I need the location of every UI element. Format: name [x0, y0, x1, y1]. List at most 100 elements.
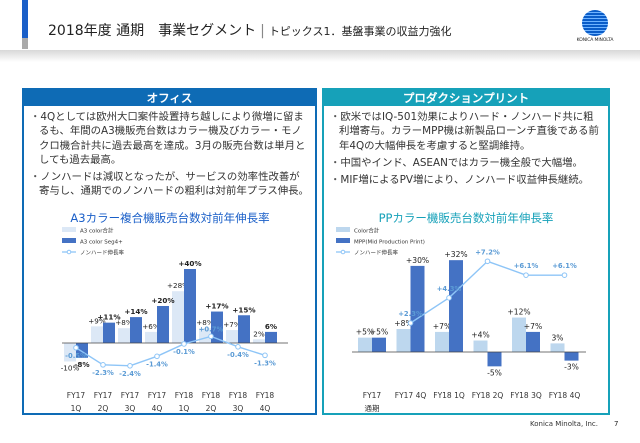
bar [564, 352, 579, 361]
line-point [100, 362, 106, 368]
bar [435, 331, 449, 352]
category-label-line2: 3Q [125, 404, 136, 413]
category-label-line2: 2Q [206, 404, 217, 413]
data-label: +30% [406, 256, 429, 265]
category-label: FY17 [94, 391, 113, 400]
category-label-line2: 4Q [260, 404, 271, 413]
line-series [75, 335, 266, 367]
category-label: FY18 4Q [549, 391, 581, 400]
line-point [208, 333, 214, 340]
data-label: +20% [151, 296, 174, 305]
bar [172, 291, 184, 343]
bar [211, 311, 223, 343]
data-label: +12% [507, 308, 530, 317]
bar [526, 331, 540, 352]
bar [145, 331, 157, 343]
category-label: FY17 4Q [395, 391, 427, 400]
category-label: FY18 3Q [510, 391, 542, 400]
data-label: +32% [444, 250, 467, 259]
globe-icon [582, 10, 608, 36]
category-label-line2: 1Q [179, 404, 190, 413]
data-label: +7% [524, 322, 542, 331]
category-label: FY17 [121, 391, 140, 400]
line-label: -0.5% [65, 352, 87, 360]
line-point [523, 272, 529, 278]
header-accent-bar [22, 0, 28, 38]
category-label: FY18 1Q [433, 391, 465, 400]
data-label: 6% [265, 322, 277, 331]
bar [103, 322, 115, 343]
data-label: +7% [223, 320, 241, 329]
data-label: +7% [433, 322, 451, 331]
bar [358, 337, 372, 352]
chart-title: A3カラー複合機販売台数対前年伸長率 [70, 211, 269, 225]
data-label: 3% [551, 333, 563, 342]
category-label: FY17 [363, 391, 382, 400]
production-heading: プロダクションプリント [324, 90, 608, 106]
line-point [235, 344, 241, 350]
data-label: +5% [356, 328, 374, 337]
line-label: -1.4% [146, 360, 168, 368]
line-label: -0.4% [227, 351, 249, 359]
line-point [407, 320, 414, 326]
data-label: +17% [205, 302, 228, 311]
line-point [73, 344, 79, 351]
footer-company: Konica Minolta, Inc. [530, 420, 598, 428]
office-bullets: 4Qとしては欧州大口案件設置持ち越しにより微増に留まるも、年間のA3機販売台数は… [24, 106, 315, 199]
line-point [154, 353, 160, 360]
category-label: FY18 [175, 391, 194, 400]
line-label: +0.7% [199, 325, 224, 333]
category-label: FY18 [256, 391, 275, 400]
data-label: +14% [124, 307, 147, 316]
legend-swatch [62, 227, 76, 232]
bar [157, 306, 169, 343]
data-label: +5% [370, 328, 388, 337]
line-label: +4.3% [437, 285, 462, 293]
slide-header: 2018年度 通期 事業セグメント | トピックス1．基盤事業の収益力強化 KONI… [0, 0, 640, 50]
bullet: 中国やインド、ASEANではカラー機全般で大幅増。 [330, 156, 602, 170]
line-label: -2.4% [119, 370, 141, 378]
konica-minolta-logo: KONICA MINOLTA [570, 10, 620, 43]
bar [91, 326, 103, 343]
data-label: -5% [487, 368, 502, 377]
page-number: 7 [614, 420, 619, 428]
category-label-line2: 通期 [365, 403, 380, 413]
legend-swatch [336, 227, 350, 232]
bar [118, 328, 130, 343]
chart-title: PPカラー機販売台数対前年伸長率 [379, 211, 554, 225]
production-panel: プロダクションプリント 欧米ではIQ-501効果によりハード・ノンハード共に粗利… [322, 88, 610, 415]
legend-swatch [62, 238, 76, 243]
bar [512, 317, 526, 352]
category-label: FY18 2Q [472, 391, 504, 400]
line-label: -1.3% [254, 359, 276, 367]
legend-label: ノンハード伸長率 [80, 249, 125, 257]
bar [550, 343, 565, 352]
bar [64, 343, 76, 362]
bullet: ノンハードは減収となったが、サービスの効率性改善が寄与し、通期でのノンハードの粗… [30, 170, 309, 199]
data-label: +4% [471, 331, 489, 340]
category-label-line2: 2Q [98, 404, 109, 413]
category-label-line2: 1Q [71, 404, 82, 413]
bar [265, 331, 277, 343]
office-heading: オフィス [24, 90, 315, 106]
bar [130, 317, 142, 343]
legend-swatch [336, 238, 350, 243]
line-point [561, 272, 568, 278]
line-point [127, 363, 133, 369]
title-main: 2018年度 通期 事業セグメント [48, 23, 257, 39]
line-series [410, 260, 565, 324]
bar [449, 260, 463, 352]
line-label: +2.3% [398, 310, 423, 318]
data-label: +28% [167, 281, 189, 290]
header-accent-bar-grey [22, 38, 28, 49]
data-label: +6% [142, 322, 160, 331]
data-label: +8% [115, 318, 133, 327]
line-point [446, 295, 452, 301]
bullet: 欧米ではIQ-501効果によりハード・ノンハード共に粗利増寄与。カラーMPP機は… [330, 110, 602, 153]
data-label: -8% [74, 360, 89, 369]
category-label: FY18 [229, 391, 248, 400]
line-label: +6.1% [552, 262, 577, 270]
data-label: -10% [61, 364, 80, 373]
data-label: +11% [97, 313, 120, 322]
